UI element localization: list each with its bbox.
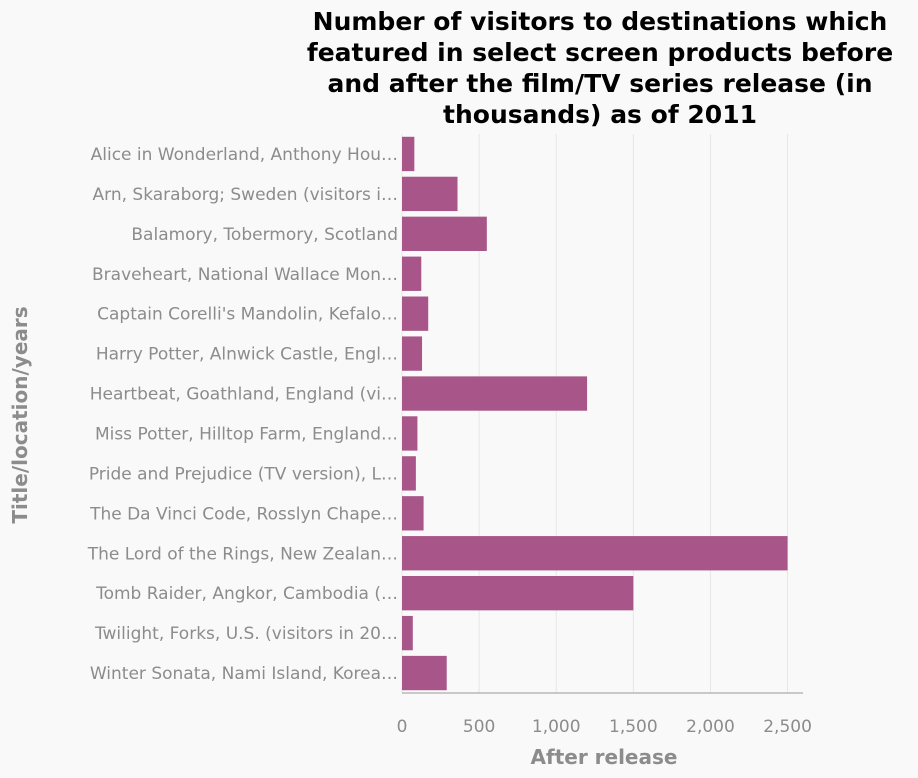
- category-label: Tomb Raider, Angkor, Cambodia (…: [95, 584, 398, 604]
- chart-title-line: featured in select screen products befor…: [307, 38, 893, 67]
- chart-title: Number of visitors to destinations which…: [307, 7, 893, 129]
- category-labels: Alice in Wonderland, Anthony Hou… Arn, Sk…: [87, 145, 398, 684]
- bar: [402, 336, 423, 371]
- x-tick-labels: 0 500 1,000 1,500 2,000 2,500: [397, 717, 812, 737]
- bar: [402, 615, 413, 651]
- category-label: Miss Potter, Hilltop Farm, England…: [95, 424, 398, 444]
- category-label: Arn, Skaraborg; Sweden (visitors i…: [93, 185, 399, 205]
- bar: [402, 416, 418, 451]
- bar: [402, 536, 788, 571]
- bar: [402, 256, 422, 291]
- bar: [402, 376, 588, 411]
- bar: [402, 296, 429, 331]
- category-label: Winter Sonata, Nami Island, Korea…: [90, 664, 398, 684]
- category-label: Braveheart, National Wallace Mon…: [92, 265, 398, 285]
- category-label: Captain Corelli's Mandolin, Kefalo…: [97, 305, 398, 325]
- category-label: Harry Potter, Alnwick Castle, Engl…: [96, 345, 398, 365]
- bar: [402, 576, 634, 611]
- x-tick-label: 0: [397, 717, 408, 737]
- category-label: Twilight, Forks, U.S. (visitors in 20…: [94, 624, 398, 644]
- category-label: Balamory, Tobermory, Scotland: [131, 225, 398, 245]
- x-axis-title: After release: [531, 745, 678, 769]
- x-tick-label: 2,500: [763, 717, 812, 737]
- bar: [402, 176, 458, 212]
- bars: [402, 136, 788, 691]
- x-tick-label: 1,000: [532, 717, 581, 737]
- chart-title-line: and after the film/TV series release (in: [327, 69, 872, 98]
- y-axis-title: Title/location/years: [8, 306, 32, 523]
- chart-title-line: thousands) as of 2011: [443, 100, 757, 129]
- bar: [402, 655, 447, 691]
- category-label: The Da Vinci Code, Rosslyn Chape…: [89, 504, 398, 524]
- x-tick-label: 1,500: [609, 717, 658, 737]
- bar: [402, 216, 487, 251]
- chart-title-line: Number of visitors to destinations which: [313, 7, 888, 36]
- bar: [402, 496, 424, 531]
- category-label: Alice in Wonderland, Anthony Hou…: [91, 145, 398, 165]
- category-label: The Lord of the Rings, New Zealan…: [87, 544, 398, 564]
- bar: [402, 456, 416, 491]
- category-label: Heartbeat, Goathland, England (vi…: [90, 385, 398, 405]
- x-tick-label: 500: [463, 717, 495, 737]
- bar: [402, 136, 415, 172]
- x-tick-label: 2,000: [686, 717, 735, 737]
- category-label: Pride and Prejudice (TV version), L…: [89, 464, 398, 484]
